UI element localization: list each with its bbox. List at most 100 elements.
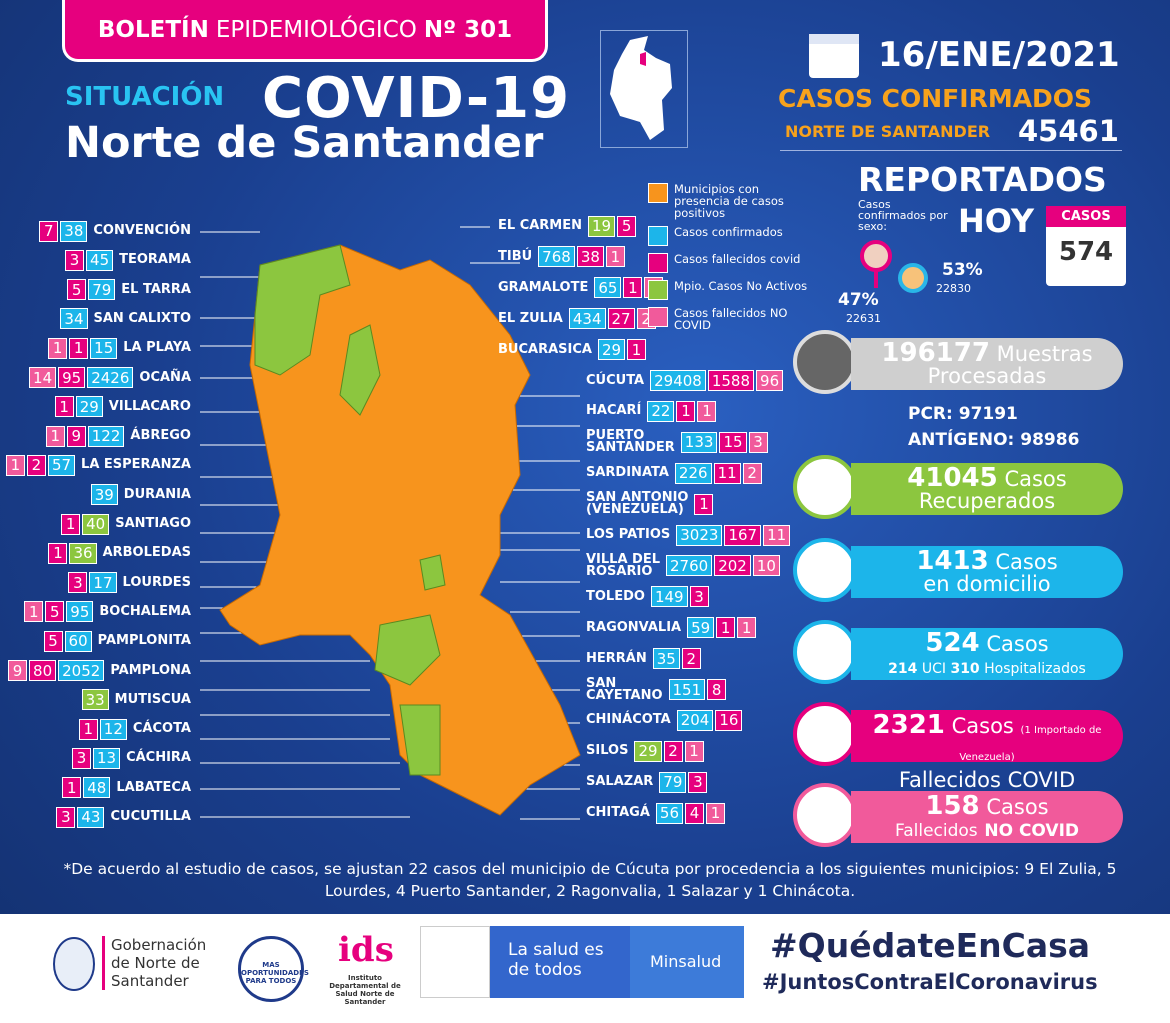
municipality-row: RAGONVALIA 59 1 1 <box>582 617 757 639</box>
case-count: 3 <box>68 572 88 594</box>
municipality-row: 1 29 VILLACARO <box>0 396 195 418</box>
home-label2: en domicilio <box>923 572 1051 596</box>
municipality-name: PAMPLONITA <box>97 633 191 649</box>
case-count: 1 <box>627 339 647 361</box>
municipality-row: 39 DURANIA <box>0 484 195 506</box>
ids: Instituto Departamental de Salud Norte d… <box>320 934 410 1006</box>
positive-municipalities <box>219 244 581 816</box>
case-count: 434 <box>568 308 606 330</box>
case-count: 11 <box>763 524 791 546</box>
case-count: 33 <box>81 689 109 711</box>
case-count: 1 <box>48 337 68 359</box>
case-count: 5 <box>43 630 63 652</box>
legend-swatch <box>648 183 668 203</box>
today-cases: 574 <box>1058 237 1114 267</box>
municipality-name: BOCHALEMA <box>99 603 191 619</box>
case-count: 79 <box>88 279 116 301</box>
inactive-region <box>419 554 446 591</box>
situation: SITUACIÓN <box>65 82 225 112</box>
samples-label: Muestras <box>996 342 1093 366</box>
day: 16 <box>878 35 926 75</box>
male-pct: 53% <box>942 260 983 280</box>
municipality-name: LA ESPERANZA <box>81 457 191 473</box>
municipality-row: HERRÁN 35 2 <box>582 648 701 670</box>
legend-label: Casos confirmados <box>674 225 783 239</box>
municipality-row: 1 36 ARBOLEDAS <box>0 542 195 564</box>
other-deaths-card: 158 Casos Fallecidos NO COVID <box>793 783 1123 847</box>
municipality-row: GRAMALOTE6511 <box>494 277 664 299</box>
map-frame <box>600 30 688 148</box>
legend-swatch <box>648 253 668 273</box>
case-count: 45 <box>86 249 114 271</box>
case-count: 12 <box>99 718 127 740</box>
case-count: 36 <box>69 542 97 564</box>
case-count: 60 <box>64 630 92 652</box>
covid-deaths-card: 2321 Casos (1 Importado de Venezuela) Fal… <box>793 702 1123 791</box>
municipality-name: CÁCOTA <box>132 721 191 737</box>
by-sex-label: Casos confirmados por sexo: <box>858 198 948 233</box>
salud: La salud es de todos <box>490 926 630 998</box>
legend-swatch <box>648 280 668 300</box>
date: 16/ENE/2021 <box>878 35 1120 75</box>
case-count: 1 <box>623 277 643 299</box>
case-count: 1 <box>78 718 98 740</box>
municipality-name: SAN ANTONIO (VENEZUELA) <box>586 490 689 518</box>
municipality-row: SAN CAYETANO 151 8 <box>582 677 727 702</box>
icu: 214 <box>888 661 918 677</box>
case-count: 2052 <box>58 660 105 681</box>
municipality-name: LABATECA <box>116 779 191 795</box>
case-count: 1 <box>676 400 696 422</box>
legend-label: Mpio. Casos No Activos <box>674 279 808 293</box>
region: Norte de Santander <box>65 118 544 168</box>
pcr: PCR: 97191 <box>908 404 1018 424</box>
case-count: 1 <box>5 454 25 476</box>
municipality-name: VILLA DEL ROSARIO <box>586 551 661 579</box>
case-count: 10 <box>752 555 780 577</box>
case-count: 65 <box>594 277 622 299</box>
antigen: ANTÍGENO: 98986 <box>908 430 1080 450</box>
case-count: 122 <box>87 425 125 447</box>
deaths-other-label3: NO COVID <box>984 821 1080 841</box>
bulletin-type: EPIDEMIOLÓGICO <box>215 16 417 43</box>
case-count: 5 <box>67 279 87 301</box>
legend-swatch <box>648 307 668 327</box>
municipality-row: 3 13 CÁCHIRA <box>0 747 195 769</box>
home-card: 1413 Casos en domicilio <box>793 538 1123 602</box>
recovered-card: 41045 Casos Recuperados <box>793 455 1123 519</box>
case-count: 1 <box>706 802 726 824</box>
case-count: 15 <box>719 431 747 453</box>
legend-item: Casos fallecidos NO COVID <box>648 307 809 331</box>
bulletin: BOLETÍN <box>97 16 209 43</box>
case-count: 7 <box>39 220 59 242</box>
municipality-name: SILOS <box>586 743 629 759</box>
case-count: 2426 <box>87 367 134 388</box>
legend: Municipios con presencia de casos positi… <box>648 183 809 338</box>
case-count: 1 <box>684 740 704 762</box>
case-count: 79 <box>659 771 687 793</box>
hospital: 524 <box>925 628 980 658</box>
case-count: 1 <box>54 396 74 418</box>
legend-item: Casos confirmados <box>648 226 809 246</box>
municipality-row: 1 40 SANTIAGO <box>0 513 195 535</box>
municipality-row: 14 95 2426 OCAÑA <box>0 367 195 389</box>
municipality-row: HACARÍ 22 1 1 <box>582 400 717 422</box>
case-count: 1588 <box>707 370 755 391</box>
case-count: 151 <box>668 679 706 700</box>
title: COVID-19 <box>262 66 571 131</box>
home-label: Casos <box>995 550 1058 574</box>
municipality-row: 1 48 LABATECA <box>0 777 195 799</box>
municipality-name: LOURDES <box>122 574 191 590</box>
case-count: 1 <box>605 246 625 268</box>
municipality-name: ARBOLEDAS <box>102 545 191 561</box>
samples-card: 196177 Muestras Procesadas <box>793 330 1123 394</box>
year: 2021 <box>1025 35 1120 75</box>
legend-label: Municipios con presencia de casos positi… <box>674 182 784 220</box>
inactive-region <box>374 614 441 686</box>
motto: MAS OPORTUNIDADES PARA TODOS <box>238 936 309 1002</box>
hashtag1: #QuédateEnCasa <box>770 926 1091 965</box>
legend-swatch <box>648 226 668 246</box>
municipality-row: SILOS 29 2 1 <box>582 740 704 762</box>
sex-icons <box>860 240 928 293</box>
